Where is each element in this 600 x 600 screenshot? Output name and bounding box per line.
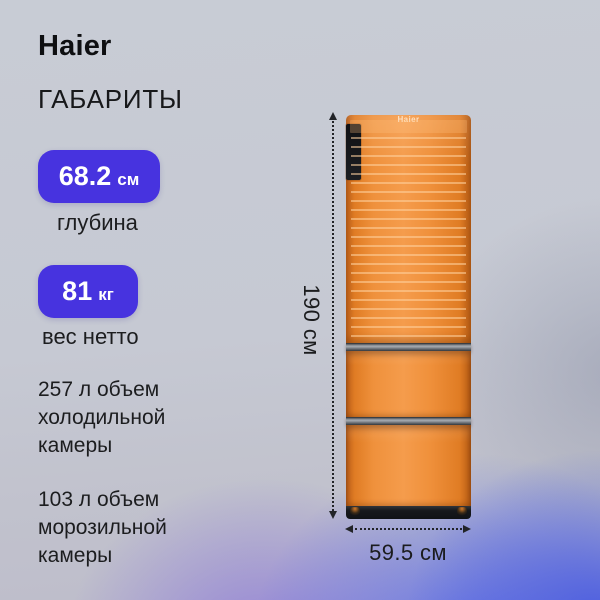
fridge-middle-drawer	[346, 351, 471, 417]
weight-badge-text: 81 кг	[62, 276, 114, 307]
fridge-image: Haier	[346, 115, 471, 519]
depth-badge: 68.2 см	[38, 150, 160, 203]
fridge-base	[346, 506, 471, 519]
weight-value: 81	[62, 276, 93, 306]
fridge-handle-bottom	[346, 417, 471, 425]
weight-caption: вес нетто	[42, 324, 139, 349]
fridge-foot-right	[457, 507, 467, 517]
arrow-down-icon	[329, 511, 337, 519]
weight-badge: 81 кг	[38, 265, 138, 318]
arrow-right-icon	[463, 525, 471, 533]
haier-logo: Haier	[38, 30, 112, 62]
fridge-handle-top	[346, 343, 471, 351]
weight-unit: кг	[98, 285, 114, 304]
arrow-up-icon	[329, 112, 337, 120]
depth-caption: глубина	[57, 210, 138, 235]
arrow-left-icon	[345, 525, 353, 533]
page-title: ГАБАРИТЫ	[38, 84, 183, 114]
control-panel-buttons	[351, 137, 466, 338]
fridge-bottom-drawer	[346, 425, 471, 506]
fridge-foot-left	[350, 507, 360, 517]
width-dimension-label: 59.5 см	[369, 540, 447, 565]
freezer-volume-text: 103 л объем морозильной камеры	[38, 488, 167, 567]
height-dimension-line	[332, 121, 334, 511]
depth-value: 68.2	[58, 161, 112, 191]
fridge-volume-text: 257 л объем холодильной камеры	[38, 378, 166, 457]
depth-unit: см	[117, 170, 140, 189]
depth-badge-text: 68.2 см	[59, 161, 140, 192]
height-dimension-label: 190 см	[299, 284, 324, 356]
control-panel-display	[350, 120, 467, 133]
fridge-control-panel	[346, 120, 467, 338]
fridge-door: Haier	[346, 115, 471, 343]
fridge-door-logo: Haier	[397, 115, 420, 124]
width-dimension-line	[355, 528, 462, 530]
